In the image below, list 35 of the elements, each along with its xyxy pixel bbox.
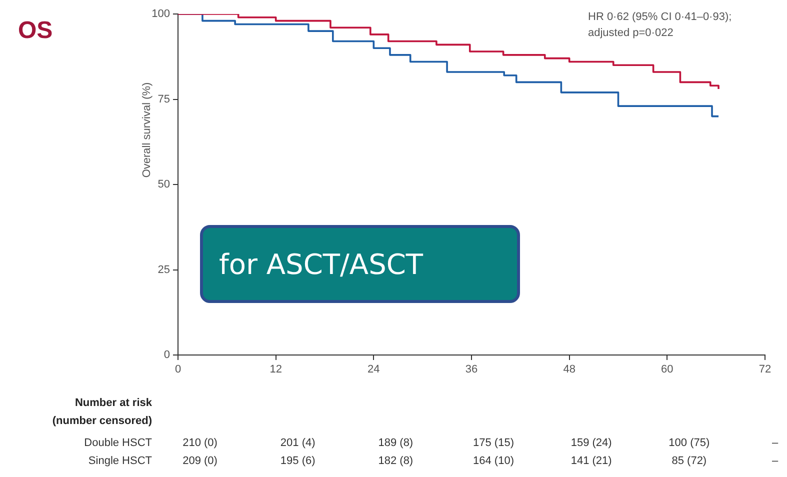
text: 209 (0) [182,455,218,467]
y-tick-label: 25 [158,264,170,276]
text: 189 (8) [378,437,414,449]
text: 201 (4) [280,437,316,449]
x-tick-label: 60 [661,364,674,376]
y-tick-label: 0 [164,349,170,362]
x-tick-label: 72 [758,364,772,376]
text: 85 (72) [672,455,707,467]
text: 195 (6) [280,455,316,467]
text: 159 (24) [570,437,612,449]
text: – [772,455,779,467]
text: (number censored) [52,415,152,427]
text: Single HSCT [88,455,152,467]
x-tick-label: 24 [368,364,380,376]
text: 210 (0) [182,437,218,449]
y-tick-label: 75 [158,93,170,106]
x-tick-label: 0 [174,364,182,376]
y-tick-label: 50 [158,178,170,191]
text: Number at risk [74,397,153,409]
annotation: HR 0·62 (95% CI 0·41–0·93); [588,11,732,23]
text: 182 (8) [378,455,414,467]
x-tick-label: 36 [465,364,478,376]
y-axis-title: Overall survival (%) [141,82,153,178]
text: 100 (75) [668,437,710,449]
label-box: for ASCT/ASCT [200,225,520,303]
text: 141 (21) [570,455,612,467]
text: – [772,437,779,449]
text: 175 (15) [473,437,514,449]
chart-title: OS [18,17,53,44]
x-tick-label: 12 [270,364,282,376]
annotation: adjusted p=0·022 [588,27,674,39]
y-tick-label: 100 [152,8,170,20]
text: Double HSCT [84,437,152,449]
x-tick-label: 48 [563,364,576,376]
text: 164 (10) [473,455,514,467]
